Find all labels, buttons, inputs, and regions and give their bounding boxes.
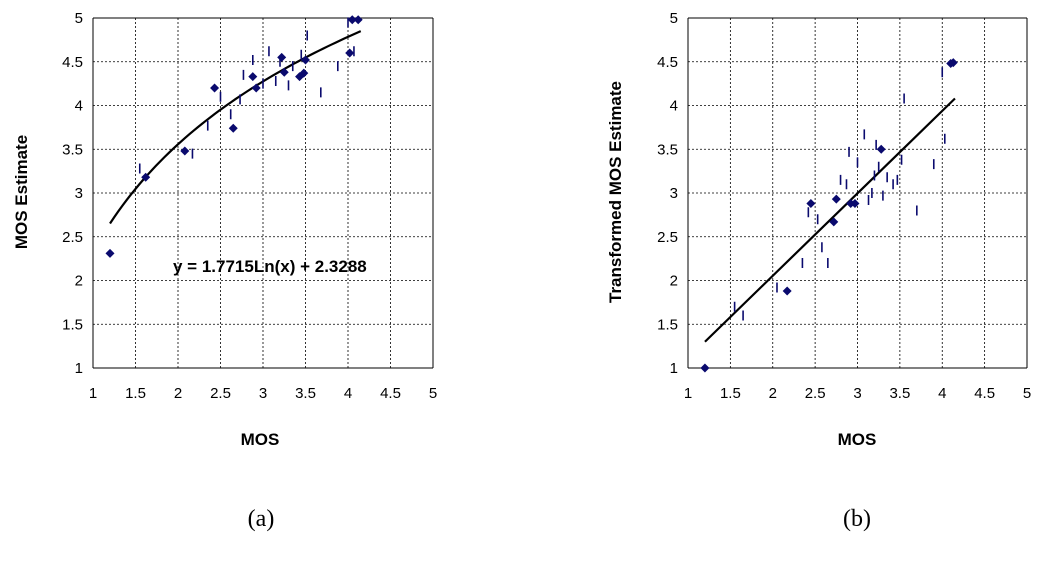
chart-b-caption: (b) [843,506,871,532]
chart-b-y-tick-label: 4.5 [657,54,678,71]
chart-a-y-tick-label: 3 [75,185,83,202]
chart-a-y-tick-label: 5 [75,10,83,27]
chart-a-equation: y = 1.7715Ln(x) + 2.3288 [173,257,367,276]
chart-b-x-tick-label: 2 [769,385,777,402]
chart-b-y-tick-label: 1 [670,360,678,377]
chart-b-y-axis-label: Transformed MOS Estimate [606,81,625,303]
chart-b-diamond-point [850,199,860,208]
chart-a-x-tick-label: 5 [429,385,437,402]
chart-a-diamond-point [299,68,309,78]
chart-b-marks [700,58,958,373]
chart-b-diamond-point [831,194,841,204]
chart-a-diamond-point [353,15,363,25]
chart-a-y-tick-label: 1.5 [62,316,83,333]
chart-a-diamond-point [248,72,258,82]
chart-b-x-tick-label: 4 [938,385,946,402]
chart-a-caption: (a) [248,506,275,532]
chart-a-y-tick-label: 4.5 [62,54,83,71]
chart-a-diamond-point [301,55,310,65]
chart-b-fit-line [704,97,956,343]
chart-a-y-axis-label: MOS Estimate [12,135,31,249]
chart-b-diamond-point [948,58,958,68]
chart-b-diamond-point [782,286,792,296]
chart-a-diamond-point [277,52,287,62]
chart-b-diamond-point [700,363,710,373]
chart-a-diamond-point [180,146,190,156]
chart-b-diamond-point [806,199,816,208]
chart-a-diamond-point [210,83,220,93]
chart-a-x-tick-label: 1.5 [125,385,146,402]
chart-b-y-tick-label: 1.5 [657,316,678,333]
chart-a-y-tick-label: 2.5 [62,229,83,246]
chart-b-x-tick-label: 3.5 [889,385,910,402]
chart-b-y-tick-label: 3 [670,185,678,202]
chart-a-diamond-point [347,15,357,25]
chart-b-x-tick-label: 5 [1023,385,1031,402]
chart-b-trendline [704,97,956,343]
chart-b-x-tick-label: 1 [684,385,692,402]
chart-b: 1 1.5 2 2.5 3 3.5 4 4.5 5 1 1.5 2 2.5 3 3.5 4 4.5 5 MOS T… [606,10,1031,532]
chart-a-marks [105,15,363,258]
chart-b-x-tick-label: 2.5 [805,385,826,402]
chart-a-x-tick-label: 4.5 [380,385,401,402]
chart-a-diamond-point [105,248,115,258]
chart-a-grid [92,17,434,369]
chart-a-diamond-point [345,48,355,58]
chart-b-x-tick-label: 4.5 [974,385,995,402]
chart-a-y-tick-label: 2 [75,273,83,290]
chart-b-y-tick-label: 2.5 [657,229,678,246]
chart-a-diamond-point [279,67,289,77]
chart-b-y-tick-label: 3.5 [657,141,678,158]
chart-a: 1 1.5 2 2.5 3 3.5 4 4.5 5 1 1.5 2 2.5 3 3.5 4 4.5 5 MOS M… [12,10,437,532]
chart-b-x-axis-label: MOS [838,430,877,449]
chart-a-x-axis-label: MOS [241,430,280,449]
chart-a-x-tick-label: 3.5 [295,385,316,402]
chart-a-diamond-point [228,123,238,133]
chart-b-x-tick-label: 1.5 [720,385,741,402]
chart-a-diamond-point [251,83,261,93]
chart-b-x-tick-label: 3 [853,385,861,402]
chart-b-y-tick-label: 5 [670,10,678,27]
chart-a-y-tick-label: 3.5 [62,141,83,158]
chart-a-tick-labels: 1 1.5 2 2.5 3 3.5 4 4.5 5 1 1.5 2 2.5 3 3.5 4 4.5 5 [62,10,437,402]
chart-b-y-tick-label: 2 [670,273,678,290]
chart-b-diamond-point [829,217,839,227]
chart-a-x-tick-label: 1 [89,385,97,402]
chart-a-x-tick-label: 3 [259,385,267,402]
chart-a-trendline [109,30,362,225]
chart-a-diamond-point [141,172,151,182]
chart-a-x-tick-label: 2 [174,385,182,402]
chart-a-x-tick-label: 2.5 [210,385,231,402]
chart-a-x-tick-label: 4 [344,385,352,402]
chart-a-y-tick-label: 1 [75,360,83,377]
chart-a-y-tick-label: 4 [75,98,83,115]
chart-a-fit-curve [109,30,362,225]
chart-b-diamond-point [876,144,886,154]
chart-b-tick-labels: 1 1.5 2 2.5 3 3.5 4 4.5 5 1 1.5 2 2.5 3 3.5 4 4.5 5 [657,10,1031,402]
chart-b-y-tick-label: 4 [670,98,678,115]
